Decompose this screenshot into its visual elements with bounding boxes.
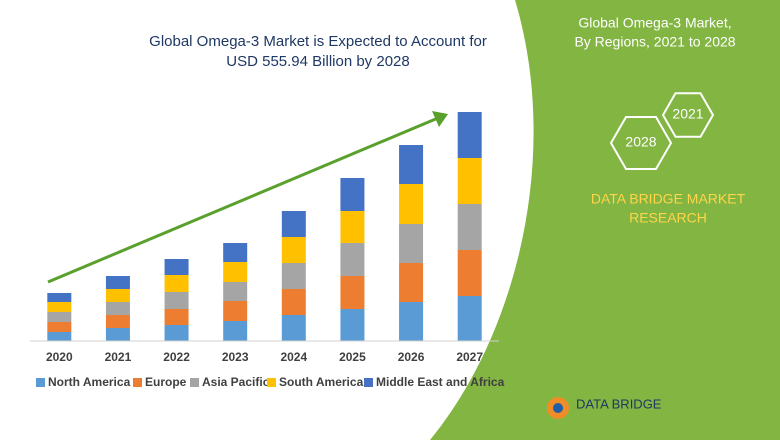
bar-segment	[223, 321, 248, 341]
bar-segment	[164, 259, 189, 275]
bar-segment	[105, 315, 130, 328]
legend-swatch	[36, 378, 45, 387]
bar-segment	[105, 276, 130, 289]
bar-segment	[281, 315, 306, 341]
legend-label: Middle East and Africa	[376, 375, 505, 389]
bar-segment	[223, 262, 248, 282]
bar-segment	[457, 158, 482, 204]
bar-segment	[399, 224, 424, 263]
x-tick-label: 2023	[222, 350, 249, 364]
research-text: RESEARCH	[629, 210, 707, 226]
bar-segment	[340, 276, 365, 309]
legend-swatch	[133, 378, 142, 387]
bar-segment	[164, 292, 189, 309]
bar-segment	[47, 302, 72, 312]
x-tick-label: 2024	[280, 350, 307, 364]
bar-segment	[457, 112, 482, 158]
bar-segment	[281, 211, 306, 237]
bar-segment	[223, 282, 248, 301]
bar-segment	[340, 309, 365, 341]
logo-text: DATA BRIDGE	[576, 396, 662, 411]
legend-label: Europe	[145, 375, 187, 389]
bar-segment	[340, 211, 365, 243]
x-tick-label: 2027	[456, 350, 483, 364]
bar-segment	[457, 204, 482, 250]
bar-segment	[399, 184, 424, 224]
bar-segment	[340, 178, 365, 211]
legend-label: Asia Pacific	[202, 375, 270, 389]
bar-segment	[105, 289, 130, 302]
arrow-head	[432, 111, 448, 127]
trend-arrow	[47, 116, 439, 284]
panel-title: By Regions, 2021 to 2028	[574, 34, 735, 50]
bar-segment	[399, 302, 424, 341]
bar-segment	[399, 263, 424, 302]
chart-title: Global Omega-3 Market is Expected to Acc…	[149, 33, 487, 50]
research-text: DATA BRIDGE MARKET	[591, 191, 746, 207]
x-tick-label: 2022	[163, 350, 190, 364]
x-tick-label: 2021	[105, 350, 132, 364]
bar-segment	[223, 301, 248, 321]
legend-swatch	[190, 378, 199, 387]
green-panel	[430, 0, 780, 440]
bar-segment	[457, 296, 482, 341]
logo-icon	[553, 403, 563, 413]
legend-label: South America	[279, 375, 364, 389]
x-tick-label: 2026	[398, 350, 425, 364]
bar-segment	[105, 302, 130, 315]
legend-label: North America	[48, 375, 131, 389]
panel-title: Global Omega-3 Market,	[578, 15, 731, 31]
bar-segment	[281, 237, 306, 263]
chart-title: USD 555.94 Billion by 2028	[226, 53, 409, 70]
bar-segment	[47, 293, 72, 302]
bar-segment	[47, 322, 72, 332]
chart: 2020 2021 2022 2023 2024 2025 2026 2027 North Am…	[30, 112, 505, 389]
x-tick-label: 2025	[339, 350, 366, 364]
bar-segment	[281, 263, 306, 289]
bar-segment	[340, 243, 365, 276]
bar-segment	[164, 275, 189, 292]
bar-segment	[164, 309, 189, 325]
bar-segment	[105, 328, 130, 341]
hexagon	[609, 116, 673, 170]
bar-segment	[47, 332, 72, 341]
hexagon	[661, 92, 715, 138]
bar-segment	[457, 250, 482, 296]
hex-label: 2028	[625, 134, 656, 150]
bar-segment	[164, 325, 189, 341]
bar-segment	[47, 312, 72, 322]
legend-swatch	[267, 378, 276, 387]
bar-segment	[399, 145, 424, 184]
hex-label: 2021	[672, 106, 703, 122]
legend-swatch	[364, 378, 373, 387]
x-tick-label: 2020	[46, 350, 73, 364]
bar-segment	[223, 243, 248, 262]
bar-segment	[281, 289, 306, 315]
